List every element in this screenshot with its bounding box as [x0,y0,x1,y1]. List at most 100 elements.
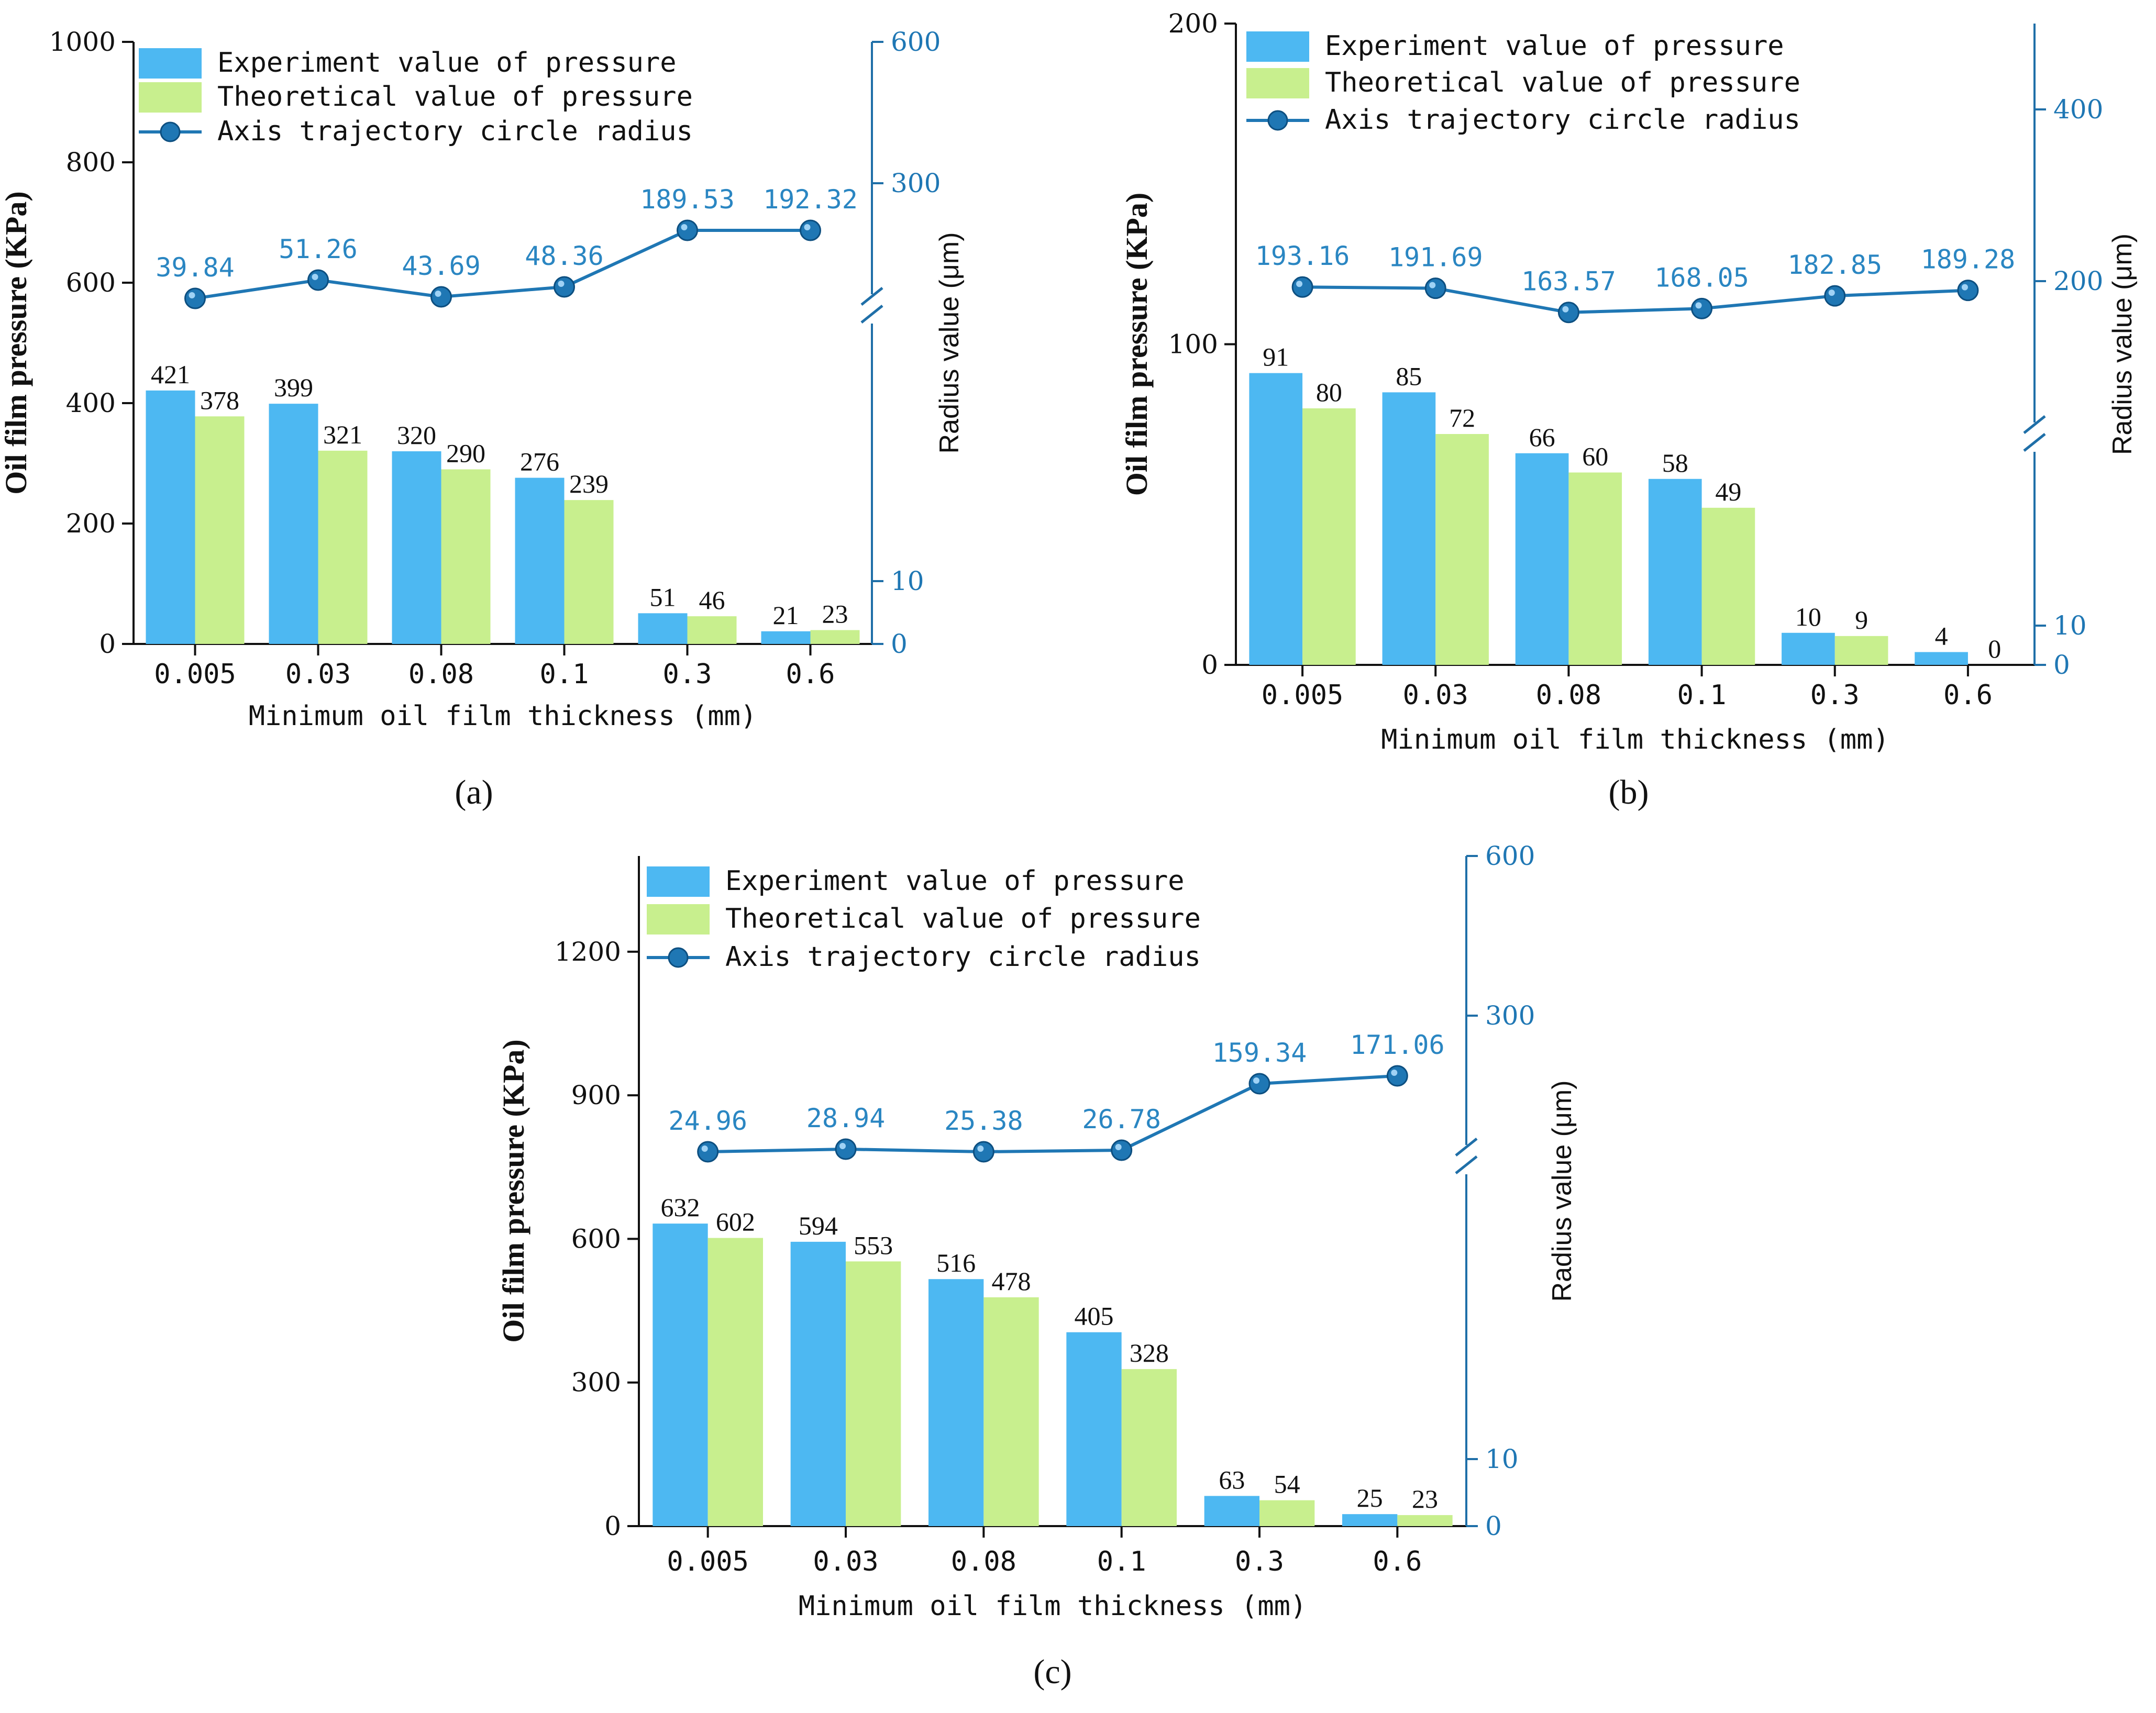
bar-value-label: 321 [323,420,362,449]
bar-value-label: 60 [1582,442,1608,471]
bar-experiment-4 [515,477,565,644]
legend-marker-radius [160,121,181,142]
bar-value-label: 516 [936,1248,976,1277]
axis-break-mark [2023,433,2046,452]
bar-value-label: 91 [1263,342,1289,372]
y-tick-label: 100 [1168,329,1218,360]
bar-value-label: 21 [773,600,799,630]
bar-value-label: 72 [1449,403,1475,432]
y-tick-label: 200 [66,508,116,539]
x-tick-label: 0.3 [663,659,712,690]
bar-value-label: 23 [1412,1484,1438,1514]
radius-point-5 [1248,1073,1270,1095]
legend-marker-radius [1267,110,1288,131]
radius-value-label: 189.28 [1921,244,2016,275]
bar-experiment-1 [1249,373,1303,665]
radius-value-label: 163.57 [1521,266,1616,297]
radius-point-highlight [312,274,318,280]
radius-point-4 [1691,297,1713,319]
radius-point-2 [307,269,329,291]
bar-theoretical-6 [1397,1515,1453,1526]
radius-point-5 [1824,285,1846,307]
bar-value-label: 85 [1396,361,1422,391]
bar-value-label: 421 [151,360,190,389]
bar-value-label: 328 [1130,1338,1169,1367]
legend-swatch-theoretical [647,904,710,935]
x-tick-label: 0.6 [1373,1546,1422,1577]
bar-theoretical-1 [1302,408,1356,665]
bar-theoretical-1 [707,1238,763,1526]
legend-label-theoretical: Theoretical value of pressure [217,81,693,113]
bar-value-label: 66 [1529,422,1555,452]
legend-label-experiment: Experiment value of pressure [1325,30,1784,62]
y-tick-label: 1200 [555,937,621,967]
legend-label-experiment: Experiment value of pressure [725,865,1185,897]
radius-point-5 [677,219,698,241]
radius-point-2 [835,1138,857,1160]
x-tick-label: 0.005 [154,659,236,690]
radius-point-highlight [1961,284,1968,291]
axis-break-mark [2023,415,2046,434]
bar-value-label: 25 [1357,1483,1383,1512]
bar-value-label: 239 [569,469,609,498]
radius-point-highlight [839,1143,846,1149]
radius-line [707,1074,1398,1154]
bar-value-label: 9 [1855,605,1868,635]
x-tick-label: 0.08 [951,1546,1016,1577]
y-tick-label: 200 [1168,8,1218,39]
bar-theoretical-2 [846,1261,901,1526]
y2-tick-label: 0 [2053,650,2070,680]
y2-tick-label: 0 [1485,1511,1502,1541]
y2-tick-label: 600 [1485,841,1535,871]
panel-label: (b) [1609,773,1649,811]
x-tick-label: 0.3 [1810,680,1860,711]
radius-line [195,229,811,300]
radius-value-label: 191.69 [1388,242,1483,273]
x-tick-label: 0.1 [540,659,589,690]
y-tick-label: 0 [1201,650,1218,680]
y-tick-label: 600 [571,1223,621,1254]
bar-theoretical-2 [1435,434,1489,665]
radius-value-label: 182.85 [1787,250,1882,280]
y2-tick-label: 600 [891,27,941,57]
bar-experiment-5 [1204,1496,1259,1526]
legend-swatch-experiment [1246,31,1309,62]
bar-experiment-4 [1648,479,1702,665]
bar-experiment-4 [1066,1332,1122,1526]
radius-point-6 [1957,280,1979,302]
radius-point-highlight [1253,1077,1259,1084]
legend-swatch-theoretical [1246,68,1309,98]
radius-point-highlight [701,1145,708,1152]
radius-point-3 [1557,302,1579,324]
x-tick-label: 0.3 [1235,1546,1284,1577]
bar-theoretical-3 [441,469,491,644]
radius-point-highlight [1296,281,1303,287]
bar-experiment-6 [761,631,811,644]
panel-label: (a) [455,773,493,811]
radius-point-highlight [1562,306,1569,313]
y2-axis-label: Radius value (μm) [2107,233,2138,455]
bar-experiment-6 [1915,652,1968,665]
y-tick-label: 1000 [49,27,116,57]
radius-point-1 [184,287,206,309]
radius-point-highlight [1828,290,1835,296]
x-tick-label: 0.005 [1262,680,1344,711]
bar-value-label: 23 [822,599,848,629]
radius-point-4 [554,276,575,298]
radius-point-highlight [558,281,565,287]
bar-theoretical-5 [1834,636,1888,665]
radius-value-label: 28.94 [806,1103,886,1133]
y-tick-label: 0 [99,629,116,659]
radius-point-3 [972,1141,994,1163]
y2-tick-label: 10 [2053,610,2087,641]
bar-experiment-5 [1782,632,1835,665]
y-tick-label: 300 [571,1367,621,1398]
chart-panel-1: 0 200 400 600 800 1000 0 10 300 600 421 378 0.005 399… [0,27,965,811]
radius-value-label: 168.05 [1654,262,1749,293]
bar-experiment-3 [392,451,441,644]
bar-experiment-3 [1515,453,1569,665]
radius-point-3 [430,286,452,308]
y2-tick-label: 300 [891,168,941,198]
radius-value-label: 159.34 [1212,1038,1307,1068]
x-axis-label: Minimum oil film thickness (mm) [1381,724,1889,755]
